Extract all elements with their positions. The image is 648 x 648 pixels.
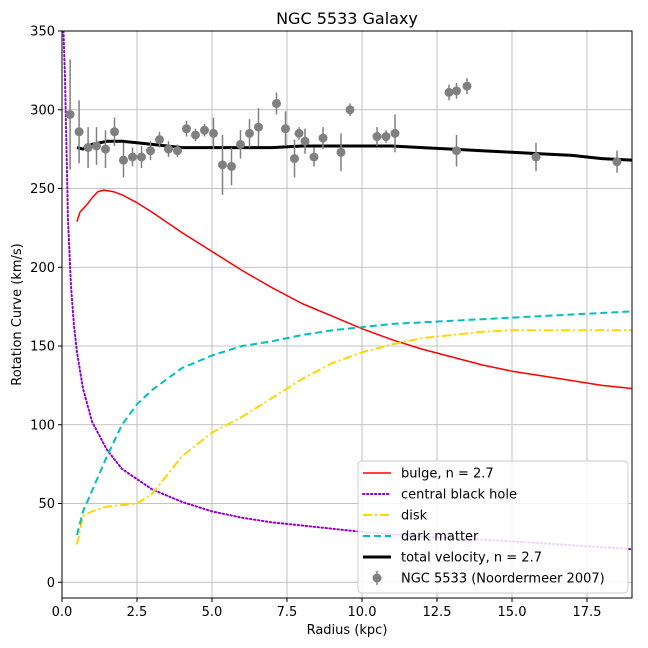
- plot-frame: [61, 30, 633, 599]
- data-point: [272, 98, 281, 108]
- data-point: [83, 143, 93, 153]
- data-point: [92, 141, 101, 151]
- data-point: [173, 146, 182, 156]
- data-point: [531, 152, 541, 162]
- legend-item-black-hole-label: central black hole: [401, 488, 517, 503]
- legend-item-data-label: NGC 5533 (Noordermeer 2007): [401, 572, 605, 587]
- data-point: [218, 160, 227, 170]
- disk-line: [76, 329, 632, 545]
- data-point: [300, 136, 310, 146]
- y-tick-label: 350: [30, 25, 55, 40]
- y-tick-label: 150: [30, 340, 55, 355]
- x-tick-label: 2.5: [127, 605, 148, 620]
- dark-matter-line: [76, 310, 632, 536]
- x-tick-label: 7.5: [277, 605, 298, 620]
- x-tick-label: 10.0: [348, 605, 377, 620]
- x-tick-label: 5.0: [202, 605, 223, 620]
- data-point: [65, 109, 75, 119]
- axis-layer: 0.0 2.5 5.0 7.5 10.0 12.5 15.0 17.5 0 50 100 150 200…: [30, 25, 601, 621]
- data-point: [444, 87, 454, 97]
- data-point: [137, 152, 146, 162]
- x-tick-label: 12.5: [423, 605, 452, 620]
- y-axis-label: Rotation Curve (km/s): [10, 243, 25, 385]
- x-axis-label: Radius (kpc): [307, 623, 388, 638]
- data-point: [452, 146, 461, 156]
- chart-title: NGC 5533 Galaxy: [276, 9, 418, 28]
- scatter-layer: [65, 59, 622, 195]
- y-tick-label: 250: [30, 182, 55, 197]
- data-point: [390, 128, 400, 138]
- legend-item-disk-label: disk: [401, 509, 428, 524]
- data-point: [254, 122, 263, 132]
- data-point: [245, 128, 254, 138]
- data-point: [191, 130, 200, 140]
- data-point: [110, 127, 119, 137]
- data-point: [119, 155, 128, 165]
- data-point: [164, 144, 173, 154]
- x-tick-label: 15.0: [498, 605, 527, 620]
- legend-item-data-swatch: [372, 573, 382, 583]
- legend-item-dark-matter-label: dark matter: [401, 530, 479, 545]
- legend-box: [357, 460, 629, 594]
- data-point: [318, 133, 328, 143]
- data-point: [209, 128, 218, 138]
- data-point: [290, 154, 299, 164]
- y-tick-label: 50: [38, 497, 55, 512]
- total-velocity-line: [76, 139, 632, 162]
- legend-item-bulge-label: bulge, n = 2.7: [401, 467, 494, 482]
- data-point: [74, 127, 84, 137]
- data-point: [336, 147, 346, 157]
- data-point: [200, 125, 209, 135]
- data-point: [281, 124, 290, 134]
- data-point: [101, 144, 110, 154]
- data-point: [236, 139, 245, 149]
- y-tick-label: 200: [30, 261, 55, 276]
- data-point: [381, 132, 391, 142]
- series-layer: [62, 31, 632, 551]
- data-point: [227, 161, 236, 171]
- data-point: [452, 86, 461, 96]
- data-point: [146, 146, 155, 156]
- black-hole-line: [62, 31, 632, 551]
- data-point: [372, 132, 382, 142]
- data-point: [345, 105, 355, 115]
- y-tick-label: 100: [30, 418, 55, 433]
- x-tick-label: 17.5: [573, 605, 602, 620]
- data-point: [155, 135, 164, 145]
- x-tick-label: 0.0: [52, 605, 73, 620]
- data-point: [462, 81, 472, 91]
- data-point: [294, 128, 304, 138]
- y-tick-label: 300: [30, 103, 55, 118]
- data-point: [309, 152, 319, 162]
- legend: bulge, n = 2.7 central black hole disk dark…: [357, 460, 629, 594]
- data-point: [182, 124, 191, 134]
- data-point: [128, 152, 137, 162]
- bulge-line: [76, 189, 632, 390]
- data-point: [612, 157, 622, 167]
- legend-item-total-label: total velocity, n = 2.7: [401, 551, 542, 566]
- y-tick-label: 0: [47, 576, 55, 591]
